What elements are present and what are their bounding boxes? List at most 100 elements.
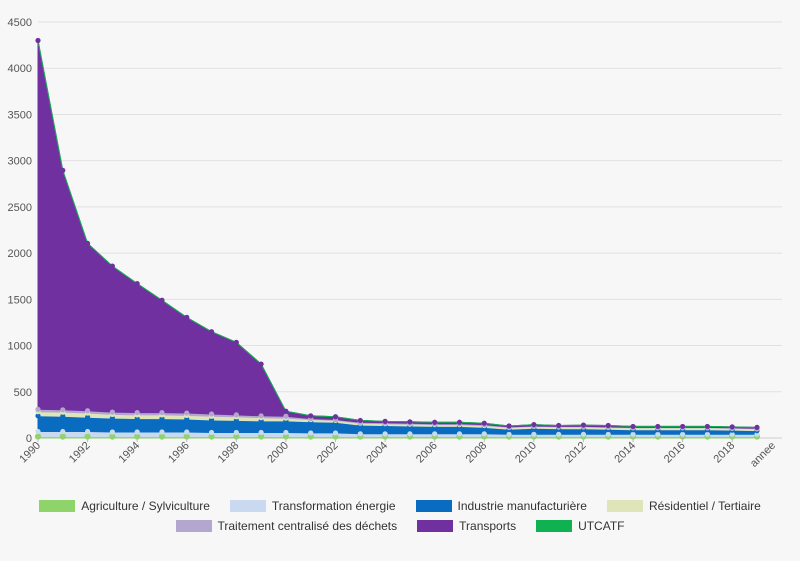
- legend-item[interactable]: UTCATF: [536, 519, 625, 533]
- data-point: [605, 431, 611, 437]
- data-point: [60, 428, 66, 435]
- x-tick-label: 2018: [712, 440, 738, 466]
- legend-swatch: [39, 500, 76, 512]
- data-point: [382, 431, 388, 437]
- y-tick-label: 3500: [8, 109, 32, 121]
- data-point: [233, 429, 239, 436]
- data-point: [308, 413, 314, 419]
- data-point: [134, 409, 140, 416]
- y-tick-label: 4500: [8, 17, 32, 29]
- data-point: [158, 433, 166, 440]
- legend-item[interactable]: Transformation énergie: [229, 499, 396, 513]
- data-point: [655, 431, 661, 437]
- legend-swatch: [415, 500, 452, 512]
- series-points: [34, 37, 761, 440]
- data-point: [531, 431, 537, 437]
- x-tick-label: 2014: [612, 440, 638, 466]
- data-point: [60, 413, 66, 419]
- data-point: [680, 423, 686, 430]
- data-point: [754, 431, 760, 437]
- y-tick-label: 500: [14, 387, 32, 399]
- data-point: [208, 411, 215, 417]
- data-point: [159, 409, 165, 416]
- data-point: [506, 431, 512, 437]
- data-point: [233, 412, 239, 418]
- legend-item[interactable]: Résidentiel / Tertiaire: [606, 499, 761, 513]
- data-point: [531, 421, 537, 428]
- x-tick-label: 2008: [464, 440, 490, 466]
- data-point: [109, 429, 115, 435]
- legend-label: Industrie manufacturière: [457, 499, 587, 513]
- data-point: [456, 431, 463, 437]
- y-tick-label: 1000: [8, 341, 32, 353]
- data-point: [283, 408, 289, 414]
- data-point: [432, 431, 438, 437]
- x-tick-label: 2012: [563, 440, 589, 466]
- data-point: [630, 431, 636, 437]
- data-point: [109, 415, 115, 421]
- y-tick-label: 2000: [8, 248, 32, 260]
- data-point: [506, 423, 512, 429]
- data-point: [704, 423, 711, 430]
- data-point: [357, 431, 363, 437]
- data-point: [134, 429, 140, 435]
- x-tick-label: 1992: [67, 440, 93, 466]
- legend-item[interactable]: Transports: [417, 519, 516, 533]
- data-point: [59, 433, 66, 440]
- data-point: [84, 240, 91, 247]
- y-tick-label: 4000: [8, 63, 32, 75]
- data-point: [754, 424, 760, 430]
- data-point: [258, 361, 264, 367]
- data-point: [556, 431, 562, 437]
- data-point: [655, 423, 661, 430]
- y-tick-label: 2500: [8, 202, 32, 214]
- legend-label: Traitement centralisé des déchets: [217, 519, 398, 533]
- data-point: [308, 430, 314, 436]
- data-point: [109, 433, 116, 440]
- data-point: [84, 428, 91, 435]
- legend-swatch: [417, 520, 454, 532]
- data-point: [407, 431, 413, 437]
- legend-label: Agriculture / Sylviculture: [81, 499, 210, 513]
- data-point: [283, 413, 289, 419]
- data-point: [630, 423, 636, 430]
- y-tick-label: 3000: [8, 156, 32, 168]
- data-point: [184, 416, 190, 422]
- series-areas: [37, 40, 758, 439]
- data-point: [357, 417, 363, 424]
- data-point: [84, 408, 91, 414]
- legend-item[interactable]: Agriculture / Sylviculture: [39, 499, 210, 513]
- data-point: [233, 339, 239, 345]
- data-point: [580, 422, 587, 428]
- data-point: [35, 37, 41, 44]
- legend-item[interactable]: Industrie manufacturière: [415, 499, 587, 513]
- data-point: [580, 431, 587, 437]
- data-point: [481, 431, 487, 437]
- data-point: [729, 431, 735, 437]
- data-point: [134, 281, 140, 287]
- data-point: [258, 429, 264, 436]
- legend-item[interactable]: Traitement centralisé des déchets: [175, 519, 398, 533]
- data-point: [84, 414, 91, 420]
- legend-row: Agriculture / Sylviculture Transformation…: [0, 496, 800, 516]
- y-tick-label: 0: [26, 433, 32, 445]
- legend-swatch: [175, 520, 212, 532]
- x-tick-label: 1990: [17, 440, 43, 466]
- data-point: [109, 263, 115, 269]
- data-point: [432, 419, 438, 425]
- x-axis-label: annee: [748, 440, 778, 470]
- data-point: [704, 431, 711, 437]
- legend-label: Résidentiel / Tertiaire: [648, 499, 761, 513]
- legend-label: Transports: [459, 519, 517, 533]
- legend-swatch: [536, 520, 573, 532]
- data-point: [60, 167, 66, 173]
- series-area: [37, 40, 758, 429]
- data-point: [332, 430, 339, 436]
- x-tick-label: 1998: [216, 440, 242, 466]
- data-point: [109, 409, 115, 415]
- data-point: [208, 417, 215, 423]
- data-point: [35, 406, 41, 412]
- y-tick-label: 1500: [8, 294, 32, 306]
